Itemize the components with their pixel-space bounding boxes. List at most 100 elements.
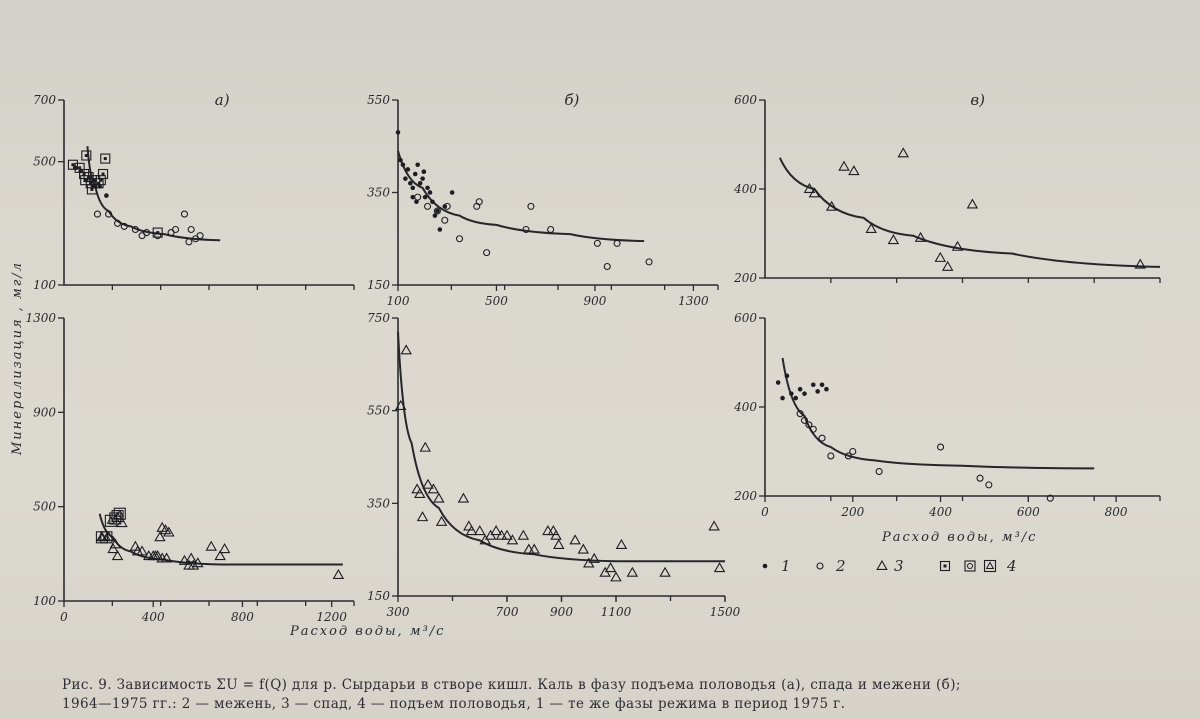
data-point-triangle [185, 552, 197, 563]
data-point-dot [422, 194, 428, 200]
panel-v-top: 200 400 600 в) [733, 91, 1161, 285]
axis-lines [63, 100, 354, 286]
data-point-dot [775, 380, 781, 385]
data-point-boxed-core [103, 157, 107, 161]
axis-lines [63, 318, 354, 602]
y-tick-label: 200 [733, 271, 757, 285]
fit-curve [397, 331, 725, 563]
data-point-circle [985, 481, 993, 489]
data-point-circle [603, 262, 611, 271]
data-point-triangle [951, 240, 964, 251]
data-point-triangle [604, 562, 617, 573]
data-point-circle [423, 202, 432, 210]
y-tick-label: 400 [733, 400, 757, 414]
data-point-circle [875, 467, 883, 476]
data-point-triangle [163, 526, 175, 537]
data-point-circle [180, 210, 189, 218]
panel-label: в) [970, 91, 985, 109]
data-point-dot [72, 165, 78, 171]
y-tick-label: 550 [367, 404, 390, 418]
y-tick-label: 600 [734, 311, 757, 325]
data-point-triangle [808, 187, 821, 198]
data-point-dot [405, 167, 411, 172]
data-point-triangle [474, 525, 486, 536]
data-point-circle [613, 239, 621, 247]
fit-curve [98, 513, 343, 566]
panel-label: б) [564, 91, 579, 109]
data-point-triangle [941, 260, 954, 271]
data-point-triangle [914, 231, 927, 242]
data-point-triangle [457, 492, 470, 503]
data-point-dot [410, 185, 416, 191]
data-point-boxed-triangle [113, 507, 126, 520]
x-tick-label: 0 [761, 505, 769, 519]
data-point-circle [171, 225, 180, 234]
data-point-triangle [966, 198, 979, 209]
legend-label: 3 [894, 557, 904, 575]
data-point-triangle [109, 538, 122, 549]
data-point-circle [142, 229, 151, 237]
data-point-dot [410, 194, 416, 200]
data-point-dot [420, 176, 425, 181]
x-axis-label-left: Расход воды, м³/с [289, 624, 445, 639]
data-point-triangle [435, 515, 448, 526]
data-point-triangle [506, 534, 519, 545]
y-tick-label: 150 [367, 589, 390, 603]
y-tick-label: 750 [367, 311, 390, 325]
data-point-circle [547, 225, 555, 234]
data-point-triangle [136, 545, 148, 556]
legend-item-3: 3 [876, 557, 904, 575]
data-point-triangle [517, 529, 530, 540]
data-point-triangle [865, 222, 877, 233]
panel-b-bottom: 150 350 550 750 300 700 900 1100 1500 [367, 311, 741, 619]
data-point-triangle [414, 487, 426, 499]
data-point-dot [427, 190, 433, 195]
data-point-boxed-triangle-inner [115, 509, 125, 517]
data-point-circle [800, 416, 809, 424]
data-point-circle [844, 452, 852, 460]
data-point-boxed-triangle-inner [111, 513, 120, 522]
data-point-circle [443, 202, 451, 210]
x-tick-label: 400 [928, 505, 952, 519]
data-point-triangle [214, 550, 226, 561]
data-point-circle [475, 198, 483, 206]
legend-boxed-circle [964, 560, 976, 572]
data-point-dot [780, 395, 785, 401]
data-point-boxed [152, 227, 163, 238]
data-point-circle [455, 235, 464, 243]
legend-label: 1 [781, 557, 791, 575]
data-point-triangle [427, 483, 440, 494]
data-point-triangle [192, 557, 204, 568]
legend-label: 2 [835, 557, 846, 575]
data-point-dot [810, 382, 816, 388]
panel-a-bottom: 100 500 900 1300 0 400 800 1200 [25, 311, 355, 624]
data-point-triangle [528, 543, 540, 554]
data-point-dot [815, 389, 820, 394]
panel-a-top: 100 500 700 а) [33, 91, 355, 292]
x-tick-label: 700 [496, 605, 519, 619]
data-point-dot [408, 180, 413, 186]
data-point-boxed-core [78, 166, 82, 170]
data-point-triangle [708, 520, 720, 531]
y-axis-label: Минерализация , мг/л [10, 261, 25, 456]
x-tick-label: 500 [485, 294, 508, 308]
legend-label: 4 [1006, 557, 1017, 575]
data-point-dot [104, 193, 109, 198]
data-point-triangle [416, 511, 429, 522]
data-point-dot [762, 563, 768, 569]
data-point-triangle [218, 543, 231, 554]
data-point-circle [976, 474, 984, 482]
data-point-triangle [803, 182, 816, 193]
y-tick-label: 1300 [25, 311, 56, 325]
data-point-triangle [569, 534, 581, 545]
x-tick-label: 200 [840, 505, 864, 519]
data-point-boxed-triangle-inner [113, 511, 122, 520]
data-point-triangle [422, 478, 434, 489]
data-point-boxed-core [99, 178, 103, 182]
data-point-dot [90, 184, 96, 189]
y-tick-label: 100 [33, 594, 56, 608]
data-point-triangle [465, 525, 478, 536]
data-point-triangle [553, 538, 565, 549]
